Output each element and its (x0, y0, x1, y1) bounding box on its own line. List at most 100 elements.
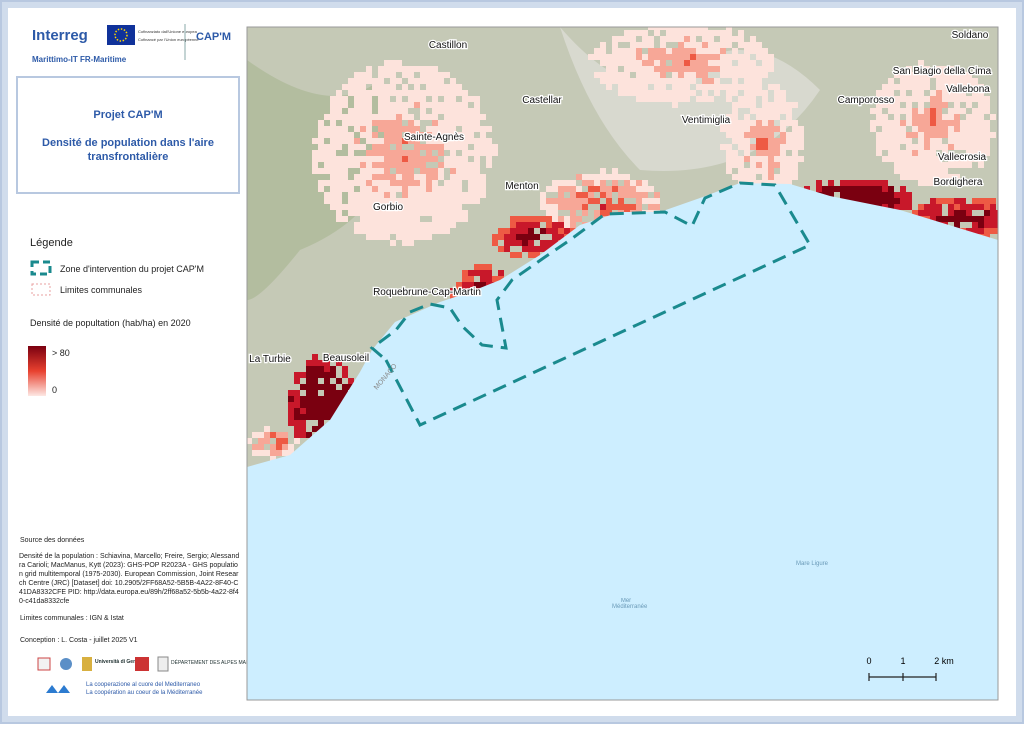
place-label: Castellar (522, 95, 562, 106)
density-cell (294, 396, 300, 402)
density-cell (786, 180, 792, 186)
density-cell (354, 90, 360, 96)
density-cell (744, 42, 750, 48)
density-cell (600, 54, 606, 60)
density-cell (996, 228, 998, 234)
density-cell (972, 114, 978, 120)
density-cell (768, 66, 774, 72)
density-cell (396, 228, 402, 234)
density-cell (564, 222, 570, 228)
density-cell (930, 180, 936, 186)
density-cell (744, 150, 750, 156)
density-cell (546, 198, 552, 204)
density-cell (912, 162, 918, 168)
density-cell (390, 240, 396, 246)
density-cell (546, 186, 552, 192)
density-cell (318, 408, 324, 414)
density-cell (936, 198, 942, 204)
density-cell (918, 108, 924, 114)
density-cell (774, 156, 780, 162)
density-cell (978, 198, 984, 204)
density-cell (438, 132, 444, 138)
density-cell (672, 27, 678, 30)
density-cell (330, 108, 336, 114)
density-cell (570, 186, 576, 192)
density-cell (462, 138, 468, 144)
density-cell (414, 216, 420, 222)
density-cell (918, 132, 924, 138)
density-cell (360, 144, 366, 150)
density-cell (666, 96, 672, 102)
density-cell (354, 222, 360, 228)
density-cell (408, 192, 414, 198)
density-cell (966, 204, 972, 210)
density-cell (726, 54, 732, 60)
density-cell (726, 30, 732, 36)
density-cell (942, 168, 948, 174)
density-cell (450, 288, 456, 294)
density-cell (876, 108, 882, 114)
density-cell (318, 180, 324, 186)
density-cell (330, 144, 336, 150)
density-cell (756, 54, 762, 60)
density-cell (378, 72, 384, 78)
density-cell (510, 216, 516, 222)
density-cell (876, 132, 882, 138)
density-cell (792, 156, 798, 162)
density-cell (426, 150, 432, 156)
density-cell (960, 90, 966, 96)
density-cell (366, 168, 372, 174)
density-cell (426, 156, 432, 162)
density-cell (468, 150, 474, 156)
density-cell (630, 66, 636, 72)
density-cell (360, 96, 366, 102)
density-cell (372, 222, 378, 228)
density-cell (636, 30, 642, 36)
density-cell (744, 138, 750, 144)
density-cell (828, 192, 834, 198)
density-cell (900, 84, 906, 90)
density-cell (258, 450, 264, 456)
density-cell (366, 228, 372, 234)
density-cell (414, 84, 420, 90)
density-cell (942, 90, 948, 96)
density-cell (798, 144, 804, 150)
density-cell (426, 84, 432, 90)
density-cell (456, 216, 462, 222)
density-cell (918, 162, 924, 168)
density-cell (636, 72, 642, 78)
density-cell (444, 114, 450, 120)
density-cell (966, 156, 972, 162)
density-cell (954, 138, 960, 144)
density-cell (402, 84, 408, 90)
density-cell (738, 168, 744, 174)
density-cell (636, 180, 642, 186)
density-cell (966, 120, 972, 126)
density-cell (318, 420, 324, 426)
density-cell (636, 42, 642, 48)
density-cell (318, 156, 324, 162)
density-cell (348, 378, 354, 384)
density-cell (444, 144, 450, 150)
density-cell (948, 66, 954, 72)
density-cell (666, 54, 672, 60)
density-cell (372, 120, 378, 126)
density-cell (384, 66, 390, 72)
density-cell (678, 96, 684, 102)
density-cell (426, 186, 432, 192)
density-cell (900, 126, 906, 132)
density-cell (390, 78, 396, 84)
density-cell (540, 228, 546, 234)
density-cell (600, 180, 606, 186)
density-cell (774, 162, 780, 168)
density-cell (348, 156, 354, 162)
density-cell (546, 216, 552, 222)
density-cell (888, 186, 894, 192)
density-cell (450, 216, 456, 222)
density-cell (402, 228, 408, 234)
density-cell (252, 450, 258, 456)
density-cell (930, 138, 936, 144)
density-cell (924, 174, 930, 180)
density-cell (396, 186, 402, 192)
density-cell (876, 102, 882, 108)
